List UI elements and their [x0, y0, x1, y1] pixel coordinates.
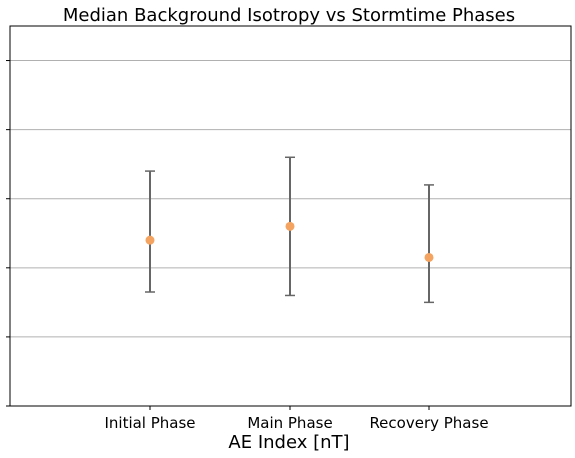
x-tick-label-2: Recovery Phase [369, 414, 488, 432]
data-points [145, 221, 434, 262]
data-point-1 [285, 221, 295, 231]
x-tick-label-1: Main Phase [247, 414, 332, 432]
y-ticks [6, 60, 10, 407]
x-ticks: Initial Phase Main Phase Recovery Phase [104, 406, 489, 432]
data-point-2 [424, 252, 434, 262]
chart-title: Median Background Isotropy vs Stormtime … [63, 5, 515, 26]
plot-frame [9, 25, 572, 407]
x-axis-label: AE Index [nT] [228, 432, 349, 453]
x-tick-label-0: Initial Phase [104, 414, 195, 432]
data-point-0 [145, 235, 155, 245]
